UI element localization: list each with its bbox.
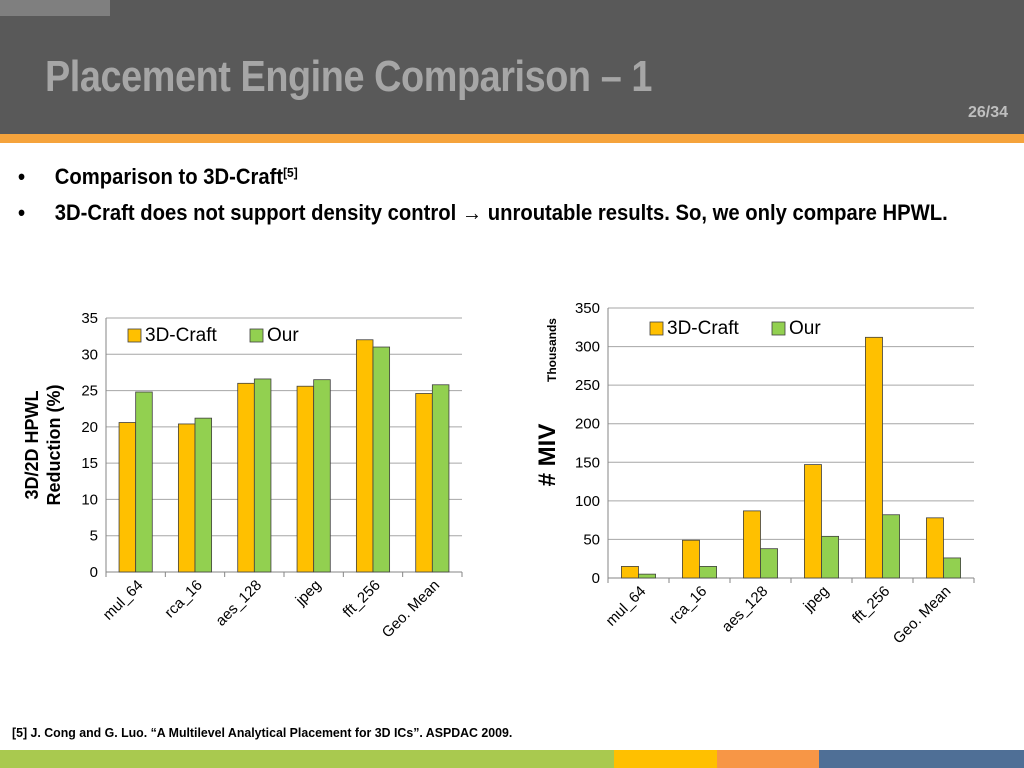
y-tick-label: 0 [90, 564, 98, 581]
footer-orange-segment [717, 750, 819, 768]
y-tick-label: 35 [81, 310, 98, 327]
bar-our [943, 557, 961, 579]
header-bar: Placement Engine Comparison – 1 26/34 [0, 0, 1024, 134]
x-tick-label: Geo. Mean [379, 577, 444, 642]
x-tick-label: mul_64 [100, 577, 147, 624]
x-tick-label: fft_256 [340, 577, 384, 621]
header-accent-bar [0, 134, 1024, 143]
header-tab-accent [0, 0, 110, 16]
bar-our [760, 548, 778, 579]
bar-3dcraft [118, 422, 137, 573]
legend-swatch [649, 321, 664, 336]
bar-our [821, 535, 839, 579]
x-tick-label: rca_16 [666, 583, 710, 627]
footnote-reference: [5] J. Cong and G. Luo. “A Multilevel An… [12, 725, 513, 740]
x-tick-label: aes_128 [719, 583, 772, 636]
bar-3dcraft [621, 566, 639, 579]
y-tick-label: 20 [81, 419, 98, 436]
legend-swatch [127, 328, 142, 343]
footer-yellow-segment [614, 750, 717, 768]
page-number: 26/34 [967, 104, 1008, 121]
y-tick-label: 350 [575, 300, 600, 317]
legend-label: 3D-Craft [667, 318, 740, 339]
y-axis-title: # MIV [534, 424, 561, 487]
bullet-item: • Comparison to 3D-Craft[5] [18, 160, 975, 194]
footer-green-segment [0, 750, 614, 768]
bar-3dcraft [415, 393, 433, 573]
bullet-dot: • [18, 164, 26, 189]
x-tick-label: fft_256 [849, 583, 893, 627]
y-tick-label: 150 [575, 454, 600, 471]
bullet-text: 3D-Craft does not support density contro… [54, 200, 948, 225]
bullet-list: • Comparison to 3D-Craft[5] • 3D-Craft d… [18, 160, 978, 232]
y-tick-label: 250 [575, 377, 600, 394]
bar-our [313, 379, 331, 573]
citation-ref: [5] [283, 165, 298, 180]
bar-our [253, 378, 272, 573]
bar-our [699, 566, 717, 579]
y-tick-label: 15 [81, 455, 98, 472]
bar-our [135, 391, 153, 573]
footer-blue-segment [819, 750, 1024, 768]
bullet-dot: • [18, 200, 26, 225]
x-tick-label: jpeg [800, 583, 833, 616]
bar-our [882, 514, 900, 579]
y-tick-label: 30 [81, 346, 98, 363]
legend-label: Our [267, 325, 299, 346]
x-tick-label: Geo. Mean [890, 583, 955, 648]
y-tick-label: 10 [81, 491, 98, 508]
legend-swatch [771, 321, 786, 336]
x-tick-label: mul_64 [603, 583, 650, 630]
x-tick-label: rca_16 [161, 577, 205, 621]
y-tick-label: 200 [575, 416, 600, 433]
legend-label: 3D-Craft [145, 325, 218, 346]
miv-count-chart: 0 50 100 150 200 250 300 350 mul_64 rca_16 aes_128… [534, 300, 975, 648]
bar-3dcraft [296, 385, 315, 573]
y-tick-label: 50 [583, 531, 600, 548]
legend-swatch [249, 328, 264, 343]
y-tick-label: 25 [81, 383, 98, 400]
hpwl-reduction-chart: 0 5 10 15 20 25 30 35 mul_64 rca_16 aes_128 jpeg fft… [22, 310, 463, 642]
bar-3dcraft [237, 382, 255, 573]
bar-3dcraft [682, 539, 700, 579]
bar-3dcraft [743, 510, 761, 579]
bar-our [194, 417, 213, 573]
bar-our [372, 346, 391, 573]
y-tick-label: 0 [592, 570, 600, 587]
bullet-text: Comparison to 3D-Craft [54, 164, 284, 189]
y-axis-title: 3D/2D HPWL [22, 390, 42, 499]
bar-3dcraft [355, 339, 374, 573]
page-title: Placement Engine Comparison – 1 [45, 52, 653, 101]
y-tick-label: 5 [90, 528, 98, 545]
y-tick-label: 300 [575, 339, 600, 356]
x-tick-label: jpeg [292, 577, 325, 610]
bar-3dcraft [926, 517, 944, 579]
bar-3dcraft [177, 423, 196, 573]
bar-3dcraft [865, 336, 883, 579]
legend-label: Our [789, 318, 821, 339]
bar-3dcraft [804, 464, 822, 579]
bar-our [638, 573, 656, 579]
x-tick-label: aes_128 [212, 577, 265, 630]
bar-our [431, 384, 450, 573]
y-axis-unit: Thousands [545, 318, 559, 382]
bullet-item: • 3D-Craft does not support density cont… [18, 196, 975, 230]
y-axis-title: Reduction (%) [44, 385, 64, 506]
y-tick-label: 100 [575, 493, 600, 510]
